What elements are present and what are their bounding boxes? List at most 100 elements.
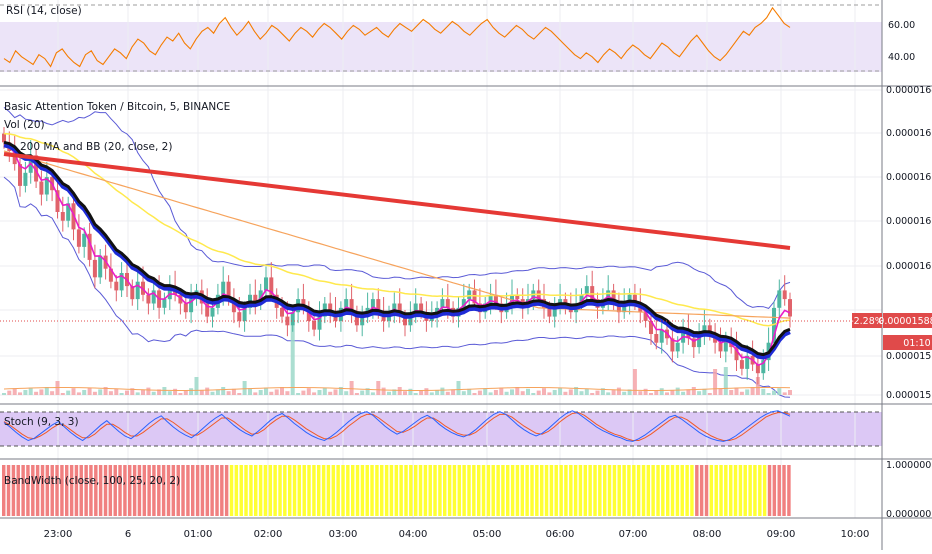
volume-bar [734,387,739,395]
volume-bar [248,388,252,395]
bandwidth-bar [312,465,316,516]
volume-bar [44,387,49,395]
bandwidth-bar [263,465,268,516]
candle-body [718,342,723,352]
volume-bar [547,392,552,395]
volume-bar [151,391,156,395]
volume-bar [510,389,514,395]
time-axis[interactable]: 23:00 6 01:00 02:00 03:00 04:00 05:00 06:00 07:0… [44,529,870,540]
bandwidth-bar [84,465,88,516]
candle-body [269,277,274,295]
candle-body [290,312,295,326]
candle-body [419,303,424,313]
candle-body [755,364,760,374]
bandwidth-bar [128,465,132,516]
candle-body [745,355,750,369]
stoch-series [3,410,791,442]
bandwidth-bar [205,465,210,516]
volume-bar [713,369,718,395]
volume-bar [606,392,611,395]
candle-body [253,294,258,304]
bandwidth-bar [336,465,340,516]
bandwidth-bar [123,465,127,516]
blue-ema [3,143,791,360]
bandwidth-bar [491,465,495,516]
volume-bar [536,390,541,395]
volume-bar [333,389,338,395]
bandwidth-label: 0.00000000 [886,509,932,520]
candle-body [675,342,680,352]
price-axis[interactable]: 0.00001640 0.00001630 0.00001620 0.00001610… [886,85,932,401]
volume-bar [595,390,600,395]
bandwidth-bar [457,465,462,516]
volume-bar [50,391,55,395]
bandwidth-bar [598,465,602,516]
bandwidth-bar [758,465,762,516]
volume-bar [167,391,172,395]
rsi-axis[interactable]: 60.00 40.00 [888,20,915,63]
volume-bar [622,391,627,395]
candle-body [285,316,290,326]
volume-bar [215,389,220,395]
volume-bar [322,387,327,395]
bandwidth-bar [108,465,113,516]
volume-bar [157,389,162,395]
bandwidth-bar [409,465,413,516]
bandwidth-bar [195,465,200,516]
vol-legend[interactable]: Vol (20) [4,119,45,131]
candle-body [130,286,135,300]
bandwidth-bar [79,465,83,516]
volume-bar [424,388,429,395]
volume-bar [146,387,151,395]
bandwidth-bar [268,465,273,516]
bandwidth-bar [617,465,621,516]
bandwidth-legend[interactable]: BandWidth (close, 100, 25, 20, 2) [4,475,180,487]
volume-bar [114,388,119,395]
bandwidth-bar [753,465,757,516]
candle-body [360,316,365,326]
bandwidth-bar [607,465,612,516]
bandwidth-bar [782,465,786,516]
volume-bar [782,392,787,395]
ma-bb-legend[interactable]: 200 MA and BB (20, close, 2) [20,141,172,153]
rsi-legend[interactable]: RSI (14, close) [6,5,82,17]
bandwidth-bar [661,465,665,516]
stoch-legend[interactable]: Stoch (9, 3, 3) [4,416,79,428]
candle-body [691,338,696,348]
volume-bar [552,390,557,395]
volume-bar [125,390,129,395]
candle-body [280,307,284,317]
volume-bar [173,388,178,395]
bandwidth-bar [331,465,336,516]
volume-bar [686,389,691,395]
volume-bar [76,392,81,395]
volume-bar [665,392,669,395]
candle-body [654,334,659,343]
candle-body [135,281,140,300]
candle-body [616,303,621,313]
symbol-title[interactable]: Basic Attention Token / Bitcoin, 5, BINA… [4,101,230,113]
volume-bars [2,325,792,395]
candle-body [18,164,22,186]
bandwidth-bar [675,465,680,516]
bb-upper [3,107,791,309]
bandwidth-bar [69,465,74,516]
candle-body [493,294,498,304]
time-label: 05:00 [473,529,502,540]
candle-body [584,286,589,295]
volume-bar [477,390,482,395]
volume-bar [280,387,284,395]
volume-bar [82,390,87,395]
bandwidth-bar [292,465,297,516]
bandwidth-bar [132,465,137,516]
bandwidth-axis[interactable]: 1.00000000 0.00000000 [886,460,932,520]
volume-bar [306,388,311,395]
volume-bar [338,387,343,395]
bandwidth-bar [481,465,486,516]
volume-bar [761,388,766,395]
bandwidth-bar [714,465,718,516]
bandwidth-bar [113,465,117,516]
bandwidth-bar [161,465,166,516]
